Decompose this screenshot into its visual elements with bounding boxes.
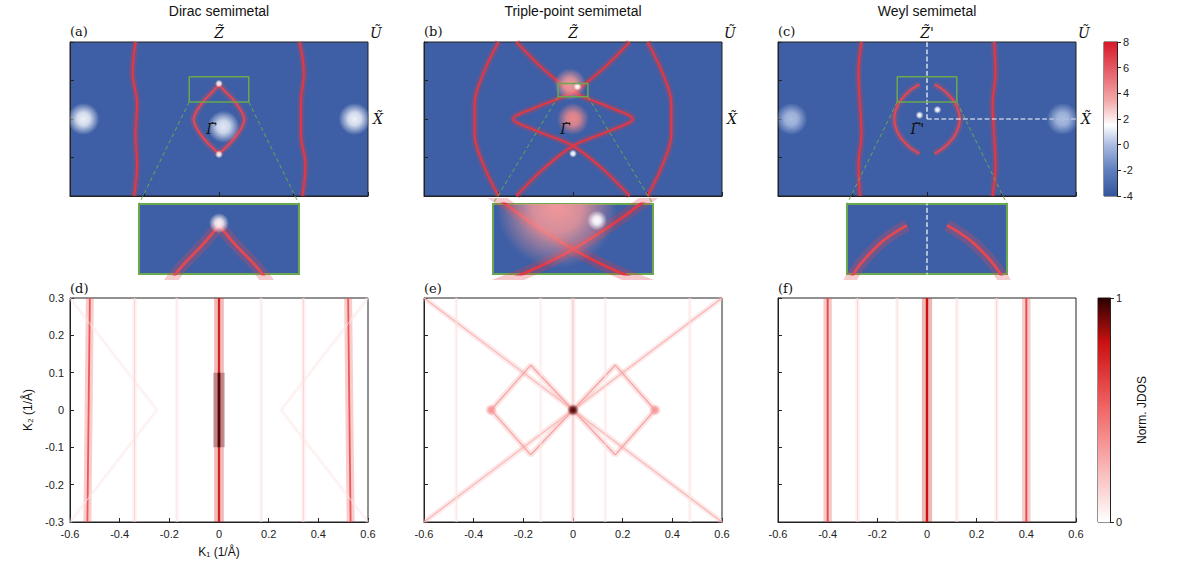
svg-text:-0.6: -0.6 [61, 528, 80, 540]
svg-text:Z̃': Z̃' [919, 24, 934, 41]
svg-text:0.3: 0.3 [49, 292, 64, 304]
svg-text:0.1: 0.1 [49, 367, 64, 379]
svg-text:-4: -4 [1123, 190, 1133, 202]
svg-text:0.2: 0.2 [969, 528, 984, 540]
svg-text:Ũ: Ũ [1078, 24, 1091, 41]
svg-text:X̃: X̃ [1080, 110, 1092, 127]
svg-text:0.6: 0.6 [1068, 528, 1083, 540]
svg-text:0: 0 [216, 528, 222, 540]
svg-text:6: 6 [1123, 62, 1129, 74]
svg-text:-2: -2 [1123, 164, 1133, 176]
svg-text:0.2: 0.2 [49, 329, 64, 341]
svg-text:K₂ (1/Å): K₂ (1/Å) [20, 389, 35, 431]
svg-text:0: 0 [58, 404, 64, 416]
svg-text:0.4: 0.4 [311, 528, 326, 540]
svg-text:0.6: 0.6 [360, 528, 375, 540]
svg-text:X̃: X̃ [726, 110, 738, 127]
svg-text:Γ̃: Γ̃ [205, 121, 217, 137]
svg-text:(e): (e) [424, 281, 442, 296]
svg-text:Dirac semimetal: Dirac semimetal [169, 3, 269, 19]
svg-text:Ũ: Ũ [724, 24, 737, 41]
svg-text:0: 0 [924, 528, 930, 540]
svg-text:8: 8 [1123, 36, 1129, 48]
svg-text:0: 0 [570, 528, 576, 540]
svg-text:0.2: 0.2 [261, 528, 276, 540]
svg-text:-0.4: -0.4 [818, 528, 837, 540]
svg-text:0: 0 [1123, 139, 1129, 151]
svg-text:-0.2: -0.2 [868, 528, 887, 540]
svg-text:0.4: 0.4 [1019, 528, 1034, 540]
svg-text:Weyl semimetal: Weyl semimetal [878, 3, 977, 19]
svg-text:(a): (a) [70, 24, 88, 39]
svg-text:Z̃: Z̃ [567, 24, 578, 41]
svg-text:0: 0 [1116, 516, 1122, 528]
svg-text:(b): (b) [424, 24, 442, 39]
svg-text:-0.3: -0.3 [45, 516, 64, 528]
svg-text:(d): (d) [70, 281, 88, 296]
svg-text:X̃: X̃ [372, 110, 384, 127]
svg-text:-0.6: -0.6 [415, 528, 434, 540]
svg-text:Γ̃': Γ̃' [909, 121, 924, 137]
svg-text:Ũ: Ũ [370, 24, 383, 41]
svg-text:Norm. JDOS: Norm. JDOS [1135, 376, 1149, 444]
svg-text:0.2: 0.2 [615, 528, 630, 540]
svg-text:-0.6: -0.6 [769, 528, 788, 540]
svg-text:4: 4 [1123, 87, 1129, 99]
svg-text:-0.4: -0.4 [110, 528, 129, 540]
svg-text:-0.2: -0.2 [45, 479, 64, 491]
svg-text:-0.2: -0.2 [160, 528, 179, 540]
svg-text:0.4: 0.4 [665, 528, 680, 540]
svg-text:Triple-point semimetal: Triple-point semimetal [504, 3, 641, 19]
svg-text:-0.1: -0.1 [45, 441, 64, 453]
svg-text:(f): (f) [778, 281, 793, 296]
svg-text:1: 1 [1116, 292, 1122, 304]
svg-text:(c): (c) [778, 24, 795, 39]
svg-text:Γ̃: Γ̃ [559, 121, 571, 137]
svg-text:-0.2: -0.2 [514, 528, 533, 540]
svg-text:Z̃: Z̃ [213, 24, 224, 41]
svg-text:K₁ (1/Å): K₁ (1/Å) [198, 544, 239, 559]
svg-text:0.6: 0.6 [714, 528, 729, 540]
svg-text:2: 2 [1123, 113, 1129, 125]
svg-text:-0.4: -0.4 [464, 528, 483, 540]
